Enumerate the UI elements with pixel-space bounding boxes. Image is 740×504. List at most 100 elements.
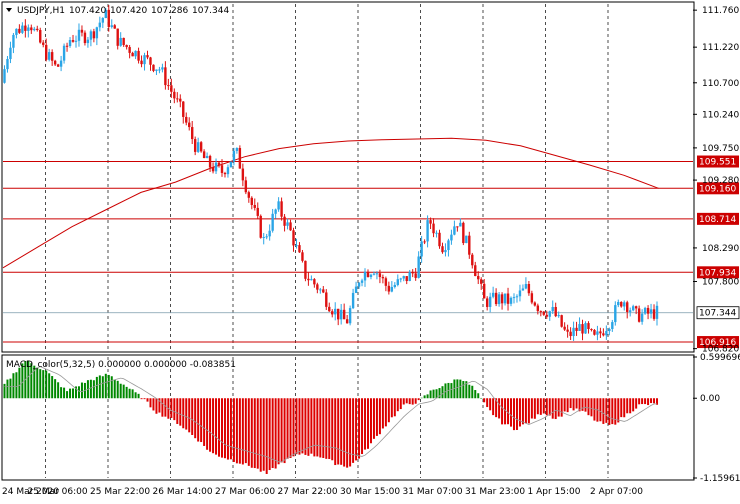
- macd-bar: [402, 398, 405, 405]
- level-label: 106.916: [699, 338, 736, 348]
- candle-body: [381, 277, 385, 279]
- candle-body: [530, 293, 534, 303]
- macd-bar: [438, 388, 441, 399]
- macd-bar: [313, 398, 316, 457]
- candle-body: [581, 324, 584, 334]
- candle-body: [438, 232, 441, 247]
- macd-bar: [343, 398, 346, 467]
- macd-bar: [429, 390, 432, 399]
- macd-bar: [495, 398, 498, 418]
- macd-bar: [533, 398, 536, 419]
- candle-body: [631, 306, 635, 311]
- macd-bar: [116, 380, 119, 399]
- macd-bar: [608, 398, 611, 425]
- price-label: 107.800: [702, 277, 739, 287]
- candle-body: [515, 296, 519, 298]
- macd-bar: [283, 398, 286, 464]
- macd-bar: [444, 383, 447, 399]
- candle-body: [208, 155, 212, 168]
- macd-bar: [623, 398, 626, 418]
- macd-bar: [57, 382, 60, 399]
- candle-body: [554, 306, 557, 317]
- candle-body: [494, 292, 498, 305]
- candle-body: [602, 333, 605, 336]
- chevron-down-icon[interactable]: [6, 8, 12, 12]
- macd-bar: [92, 380, 95, 399]
- ohlc-high: 107.420: [110, 6, 147, 16]
- macd-bar: [128, 388, 131, 399]
- time-label: 31 Mar 07:00: [403, 487, 463, 497]
- macd-bar: [137, 393, 140, 399]
- macd-bar: [527, 398, 530, 424]
- macd-bar: [504, 398, 507, 425]
- macd-bar: [355, 398, 358, 461]
- macd-bar: [244, 398, 247, 464]
- candle-body: [462, 222, 465, 244]
- macd-bar: [301, 398, 304, 454]
- candle-body: [408, 272, 411, 282]
- candle-body: [217, 162, 221, 166]
- candle-body: [497, 294, 501, 305]
- candle-body: [322, 289, 325, 293]
- candle-body: [456, 226, 459, 228]
- macd-bar: [250, 398, 253, 468]
- macd-bar: [155, 398, 158, 414]
- macd-label: 0.00: [700, 394, 720, 404]
- candle-body: [226, 167, 230, 175]
- macd-bar: [295, 398, 298, 455]
- candle-body: [39, 30, 42, 43]
- macd-bar: [450, 383, 453, 399]
- macd-bar: [358, 398, 361, 459]
- candle-body: [620, 301, 623, 307]
- candle-body: [420, 241, 423, 257]
- macd-bar: [375, 398, 378, 436]
- candle-body: [348, 308, 352, 324]
- macd-bar: [173, 398, 176, 421]
- macd-bar: [39, 369, 42, 399]
- macd-bar: [492, 398, 495, 416]
- candle-body: [83, 32, 87, 44]
- macd-bar: [253, 398, 256, 469]
- candle-body: [107, 9, 110, 27]
- macd-bar: [271, 398, 274, 469]
- macd-bar: [280, 398, 283, 463]
- candle-body: [363, 271, 367, 281]
- candle-body: [125, 44, 128, 48]
- macd-bar: [512, 398, 515, 431]
- macd-bar: [346, 398, 349, 468]
- macd-bar: [229, 398, 232, 460]
- macd-bar: [575, 398, 578, 409]
- macd-bar: [393, 398, 396, 417]
- horizontal-levels: 109.551 109.160 108.714 107.934 106.916 107.3…: [3, 155, 740, 349]
- candle-body: [304, 260, 307, 279]
- macd-bar: [72, 388, 75, 399]
- candle-body: [205, 155, 209, 159]
- candle-body: [74, 40, 78, 42]
- macd-bar: [498, 398, 501, 419]
- level-label: 108.714: [699, 215, 736, 225]
- candle-body: [277, 201, 280, 210]
- macd-bar: [143, 398, 146, 400]
- candle-body: [9, 47, 12, 60]
- candle-body: [149, 57, 152, 65]
- price-label: 106.820: [702, 345, 739, 355]
- candle-body: [482, 283, 486, 299]
- candle-body: [331, 311, 334, 315]
- macd-bar: [36, 367, 39, 399]
- candle-body: [459, 222, 462, 227]
- candle-body: [80, 29, 84, 33]
- time-label: 2 Apr 07:00: [590, 487, 643, 497]
- candle-body: [628, 310, 632, 312]
- candle-body: [578, 324, 581, 331]
- candle-body: [292, 230, 295, 246]
- macd-bar: [456, 379, 459, 399]
- candle-body: [637, 308, 641, 322]
- candle-body: [566, 329, 569, 332]
- macd-bar: [474, 390, 477, 399]
- macd-bar: [122, 384, 125, 399]
- price-label: 111.220: [702, 43, 739, 53]
